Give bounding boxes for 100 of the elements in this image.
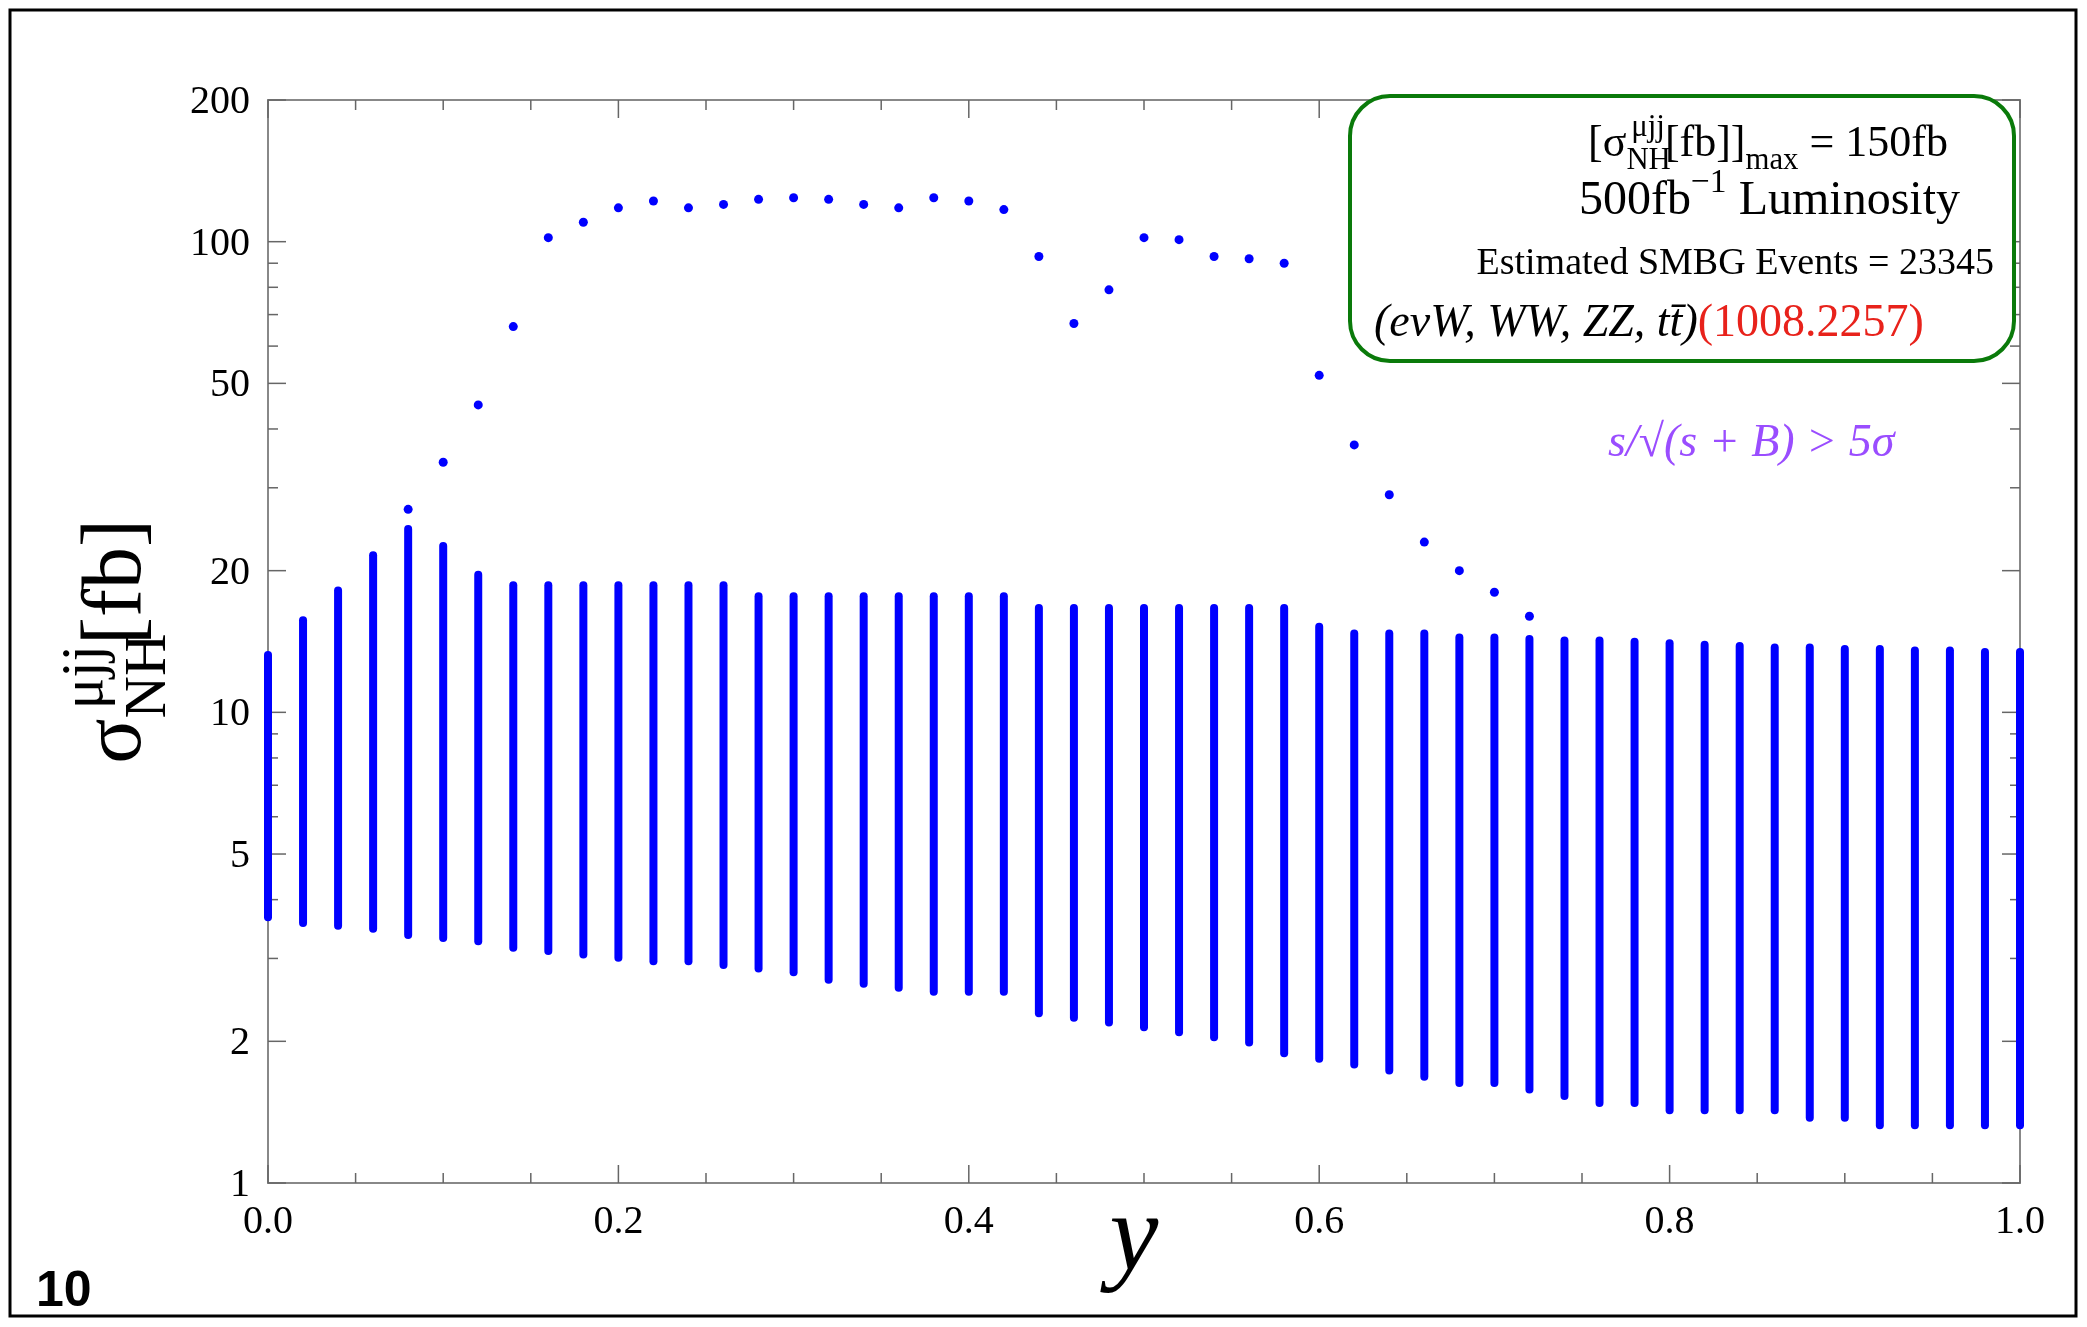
- bar: [614, 581, 623, 962]
- bar: [1245, 603, 1254, 1047]
- point: [1209, 252, 1219, 262]
- bar: [1910, 646, 1919, 1130]
- point: [1069, 319, 1079, 329]
- bar: [1104, 603, 1113, 1027]
- point: [894, 203, 904, 213]
- point: [1384, 490, 1394, 500]
- annotation: s/√(s + B) > 5σ: [1608, 415, 1897, 466]
- point: [473, 400, 483, 410]
- bar: [1980, 647, 1989, 1130]
- bar: [929, 592, 938, 996]
- bar: [369, 551, 378, 933]
- bar: [544, 581, 553, 956]
- y-tick-label: 20: [210, 547, 250, 593]
- point: [719, 199, 729, 209]
- bar: [1560, 636, 1569, 1101]
- bar: [509, 581, 518, 952]
- point: [1174, 235, 1184, 245]
- bar: [859, 592, 868, 988]
- bar: [1875, 645, 1884, 1130]
- bar: [404, 525, 413, 939]
- point: [648, 196, 658, 206]
- bar: [1700, 640, 1709, 1115]
- y-tick-label: 10: [210, 689, 250, 735]
- bar: [1630, 637, 1639, 1108]
- bar: [1665, 639, 1674, 1115]
- bar: [1840, 645, 1849, 1122]
- bar: [334, 586, 343, 930]
- point: [438, 457, 448, 467]
- bar: [1069, 603, 1078, 1022]
- y-tick-label: 100: [190, 218, 250, 264]
- x-axis-title: y: [1099, 1172, 1159, 1294]
- x-tick-label: 1.0: [1995, 1197, 2045, 1242]
- x-tick-label: 0.2: [593, 1197, 644, 1242]
- bar: [1385, 629, 1394, 1075]
- y-tick-label: 2: [230, 1018, 250, 1064]
- point: [999, 205, 1009, 215]
- y-tick-label: 5: [230, 831, 250, 877]
- point: [1419, 537, 1429, 547]
- bar: [264, 651, 272, 922]
- point: [929, 193, 939, 203]
- bar: [1525, 634, 1534, 1094]
- bar: [1945, 646, 1954, 1130]
- annotation: (eνW, WW, ZZ, tt̄): [1374, 295, 1698, 346]
- x-tick-label: 0.6: [1294, 1197, 1345, 1242]
- bar: [719, 581, 728, 969]
- bar: [649, 581, 658, 966]
- point: [1034, 252, 1044, 262]
- point: [859, 199, 869, 209]
- point: [1489, 587, 1499, 597]
- bar: [789, 592, 798, 977]
- bar: [1175, 603, 1184, 1037]
- text: 10: [36, 1261, 92, 1317]
- bar: [964, 592, 973, 996]
- point: [578, 217, 588, 227]
- bar: [1140, 603, 1148, 1032]
- point: [1524, 611, 1534, 621]
- bar: [299, 616, 308, 927]
- point: [1279, 258, 1289, 268]
- bar: [1490, 633, 1499, 1087]
- bar: [1210, 603, 1219, 1042]
- point: [683, 203, 693, 213]
- bar: [439, 542, 448, 943]
- annotation: Estimated SMBG Events = 23345: [1476, 240, 1994, 282]
- bar: [2016, 647, 2024, 1130]
- bar: [1735, 642, 1744, 1115]
- bar: [474, 570, 483, 946]
- bar: [894, 592, 903, 992]
- bar: [1770, 643, 1779, 1115]
- bar: [1805, 643, 1814, 1122]
- point: [1104, 285, 1114, 295]
- bar: [999, 592, 1008, 996]
- bar: [1280, 603, 1289, 1058]
- point: [508, 322, 518, 332]
- point: [543, 233, 553, 243]
- point: [754, 194, 764, 204]
- point: [403, 504, 413, 514]
- x-tick-label: 0.8: [1644, 1197, 1695, 1242]
- bar: [684, 581, 693, 966]
- bar: [1315, 622, 1324, 1063]
- point: [1244, 254, 1254, 264]
- x-tick-label: 0.4: [943, 1197, 994, 1242]
- point: [1349, 440, 1359, 450]
- point: [824, 194, 834, 204]
- y-tick-label: 200: [190, 77, 250, 122]
- bar: [1350, 629, 1359, 1069]
- bar: [1455, 633, 1464, 1087]
- point: [613, 203, 623, 213]
- point: [964, 196, 974, 206]
- bar: [1420, 629, 1429, 1081]
- bar: [579, 581, 588, 959]
- y-tick-label: 50: [210, 360, 250, 406]
- point: [789, 193, 799, 203]
- point: [1314, 370, 1324, 380]
- point: [1139, 233, 1149, 243]
- bar: [1595, 636, 1604, 1108]
- annotation: (1008.2257): [1697, 295, 1924, 346]
- bar: [1034, 603, 1043, 1018]
- bar: [824, 592, 833, 984]
